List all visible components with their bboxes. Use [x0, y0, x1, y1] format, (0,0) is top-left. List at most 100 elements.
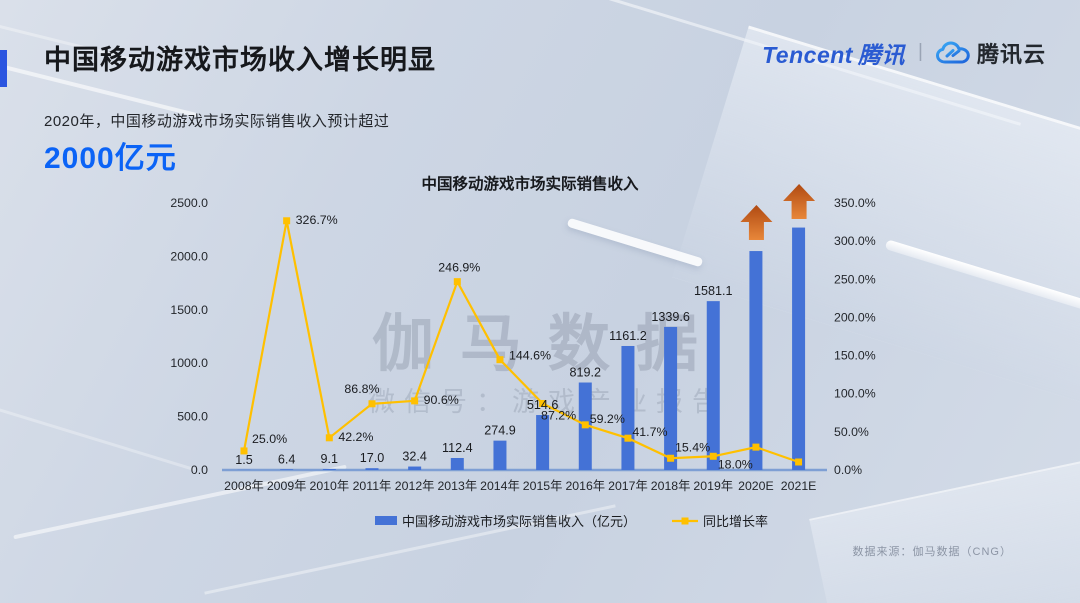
logo-separator: |	[918, 41, 923, 62]
tencent-logo: Tencent 腾讯	[762, 42, 906, 68]
y-axis-right: 0.0% 50.0% 100.0% 150.0% 200.0% 250.0% 300.0% 3…	[834, 196, 876, 477]
bar-2014年	[493, 440, 507, 470]
bar-labels: 1.5 6.4 9.1 17.0 32.4 112.4 274.9 514.6 819.2 116…	[235, 284, 732, 467]
svg-text:2500.0: 2500.0	[170, 196, 208, 210]
svg-text:2018年: 2018年	[651, 479, 691, 493]
title-accent-bar	[0, 50, 7, 87]
growth-line	[242, 220, 799, 464]
line-marker	[624, 434, 632, 442]
svg-text:2020E: 2020E	[738, 479, 774, 493]
svg-text:514.6: 514.6	[527, 398, 559, 412]
brand-logos: Tencent 腾讯 | 腾讯云	[762, 36, 1046, 70]
bar-2011年	[365, 468, 379, 470]
bar-2017年	[621, 345, 635, 470]
svg-text:500.0: 500.0	[177, 410, 208, 424]
legend-bar-swatch	[375, 516, 397, 525]
svg-text:100.0%: 100.0%	[834, 387, 876, 401]
up-arrows	[740, 184, 816, 240]
svg-text:1581.1: 1581.1	[694, 284, 733, 298]
bars-group	[237, 227, 806, 470]
x-axis-labels: 2008年 2009年 2010年 2011年 2012年 2013年 2014年 2015年…	[224, 479, 816, 493]
svg-text:2012年: 2012年	[395, 479, 435, 493]
svg-text:17.0: 17.0	[360, 451, 385, 465]
line-marker	[411, 397, 419, 405]
tencent-cloud-logo: 腾讯云	[935, 37, 1046, 69]
svg-text:1.5: 1.5	[235, 453, 253, 467]
svg-text:274.9: 274.9	[484, 424, 516, 438]
up-arrow-icon	[740, 205, 773, 240]
svg-text:2009年: 2009年	[267, 479, 307, 493]
svg-text:90.6%: 90.6%	[424, 393, 459, 407]
svg-text:1339.6: 1339.6	[651, 310, 690, 324]
bar-2018年	[664, 326, 678, 470]
bar-2019年	[706, 301, 720, 470]
svg-text:2019年: 2019年	[693, 479, 733, 493]
svg-text:中国移动游戏市场实际销售收入（亿元）: 中国移动游戏市场实际销售收入（亿元）	[402, 514, 636, 529]
svg-text:86.8%: 86.8%	[344, 382, 379, 396]
bar-2010年	[322, 469, 336, 470]
svg-text:2021E: 2021E	[781, 479, 817, 493]
page-title: 中国移动游戏市场收入增长明显	[44, 45, 436, 75]
svg-text:144.6%: 144.6%	[509, 349, 551, 363]
svg-text:0.0: 0.0	[191, 463, 208, 477]
svg-text:2014年: 2014年	[480, 479, 520, 493]
line-marker	[539, 399, 547, 407]
growth-line-group	[240, 217, 803, 466]
svg-text:112.4: 112.4	[442, 441, 473, 455]
svg-text:250.0%: 250.0%	[834, 272, 876, 286]
svg-text:32.4: 32.4	[402, 450, 427, 464]
y-axis-left: 0.0 500.0 1000.0 1500.0 2000.0 2500.0	[170, 196, 208, 477]
svg-text:25.0%: 25.0%	[252, 432, 287, 446]
svg-text:59.2%: 59.2%	[590, 412, 625, 426]
line-marker	[795, 458, 803, 466]
svg-text:9.1: 9.1	[321, 452, 339, 466]
line-marker	[283, 217, 291, 225]
bar-2021E	[792, 227, 806, 470]
bar-2013年	[450, 457, 464, 470]
bar-2012年	[408, 466, 422, 470]
line-marker	[667, 454, 675, 462]
svg-text:246.9%: 246.9%	[438, 261, 480, 275]
line-marker	[453, 278, 461, 286]
svg-text:150.0%: 150.0%	[834, 349, 876, 363]
line-marker	[325, 434, 333, 442]
bar-2009年	[280, 469, 294, 470]
svg-text:2010年: 2010年	[309, 479, 349, 493]
svg-text:同比增长率: 同比增长率	[703, 514, 768, 529]
chart-legend: 中国移动游戏市场实际销售收入（亿元） 同比增长率	[375, 514, 768, 529]
bar-2015年	[536, 415, 550, 470]
svg-text:1161.2: 1161.2	[609, 329, 647, 343]
svg-text:50.0%: 50.0%	[834, 425, 869, 439]
data-source-note: 数据来源：伽马数据（CNG）	[852, 546, 1012, 558]
line-marker	[496, 356, 504, 364]
svg-text:2013年: 2013年	[437, 479, 477, 493]
svg-text:42.2%: 42.2%	[338, 430, 373, 444]
svg-text:2011年: 2011年	[353, 479, 392, 493]
line-marker	[709, 452, 717, 460]
line-marker	[752, 443, 760, 451]
svg-text:326.7%: 326.7%	[296, 213, 338, 227]
svg-text:6.4: 6.4	[278, 452, 296, 466]
line-marker	[240, 447, 248, 455]
svg-text:41.7%: 41.7%	[632, 425, 667, 439]
svg-text:1000.0: 1000.0	[170, 356, 208, 370]
svg-text:18.0%: 18.0%	[718, 457, 753, 471]
svg-text:350.0%: 350.0%	[834, 196, 876, 210]
svg-text:2000.0: 2000.0	[170, 249, 208, 263]
cloud-icon	[935, 41, 970, 64]
highlight-number: 2000亿元	[44, 142, 177, 175]
svg-text:2008年: 2008年	[224, 479, 264, 493]
svg-text:819.2: 819.2	[570, 366, 602, 380]
svg-text:2017年: 2017年	[608, 479, 648, 493]
svg-text:300.0%: 300.0%	[834, 234, 876, 248]
bar-2020E	[749, 251, 763, 470]
svg-text:1500.0: 1500.0	[170, 303, 208, 317]
svg-text:2015年: 2015年	[523, 479, 563, 493]
line-marker	[581, 421, 589, 429]
up-arrow-icon	[783, 184, 816, 219]
growth-labels: 25.0% 326.7% 42.2% 86.8% 90.6% 246.9% 144.6% 87…	[252, 213, 753, 471]
svg-text:200.0%: 200.0%	[834, 310, 876, 324]
svg-text:87.2%: 87.2%	[541, 408, 576, 422]
